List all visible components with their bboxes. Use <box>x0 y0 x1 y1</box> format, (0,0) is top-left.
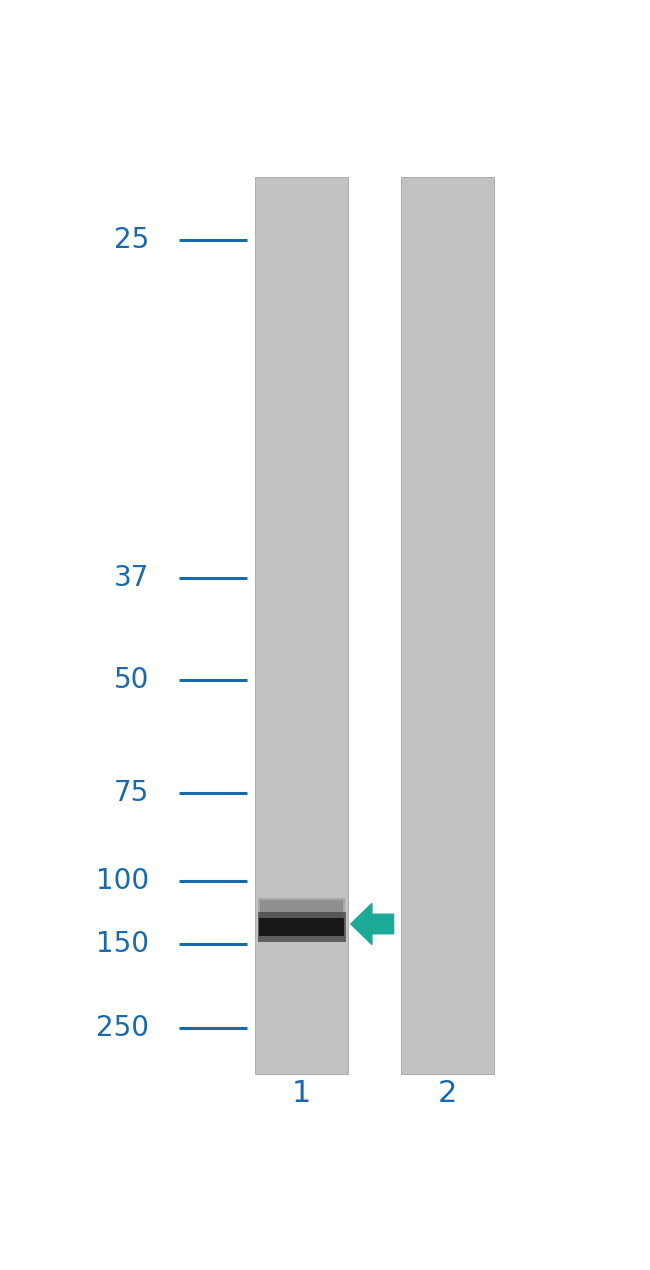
Bar <box>401 177 495 1073</box>
Text: 1: 1 <box>292 1078 311 1107</box>
Text: 37: 37 <box>114 564 150 592</box>
Text: 50: 50 <box>114 667 150 695</box>
FancyArrow shape <box>351 903 393 945</box>
Bar <box>257 912 346 941</box>
Text: 2: 2 <box>438 1078 457 1107</box>
Text: 250: 250 <box>96 1013 150 1041</box>
Text: 25: 25 <box>114 226 150 254</box>
Text: 75: 75 <box>114 779 150 806</box>
Bar <box>260 900 343 918</box>
Text: 100: 100 <box>96 867 150 895</box>
Text: 150: 150 <box>96 931 150 959</box>
Bar <box>259 918 344 936</box>
Bar <box>255 177 348 1073</box>
Bar <box>258 898 345 941</box>
